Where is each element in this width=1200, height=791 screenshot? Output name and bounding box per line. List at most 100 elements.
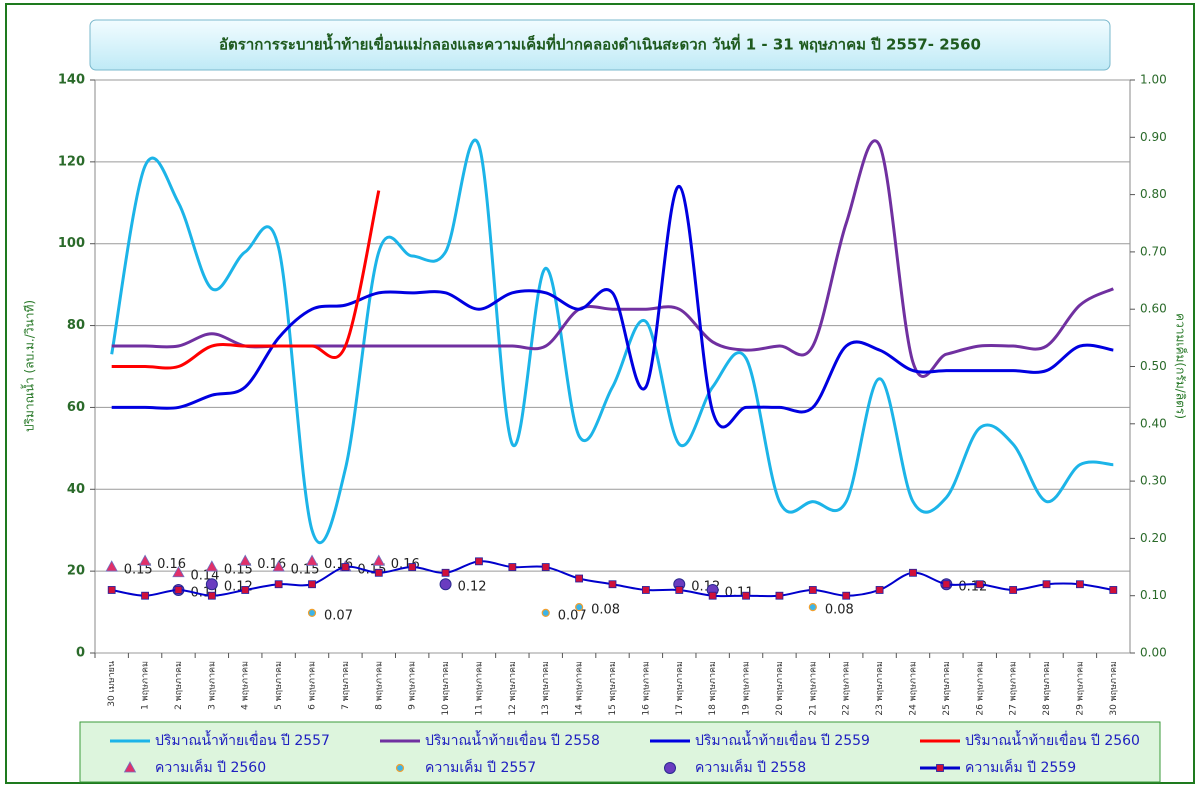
- square-marker: [541, 563, 550, 571]
- legend-label: ความเค็ม ปี 2560: [155, 758, 266, 776]
- legend-label: ปริมาณน้ำท้ายเขื่อน ปี 2557: [155, 730, 330, 749]
- square-marker: [675, 586, 684, 594]
- chart-title: อัตราการระบายน้ำท้ายเขื่อนแม่กลองและความ…: [219, 33, 981, 54]
- triangle-marker: [105, 560, 118, 572]
- triangle-marker: [239, 554, 252, 566]
- circle-marker: [664, 762, 676, 774]
- square-marker: [575, 574, 584, 583]
- data-label: 0.16: [157, 557, 186, 572]
- y-tick-label: 140: [58, 73, 85, 88]
- dot-marker: [808, 603, 817, 612]
- x-tick-label: 24 พฤษภาคม: [908, 661, 918, 716]
- square-marker: [975, 580, 984, 589]
- y2-tick-label: 0.00: [1140, 646, 1167, 660]
- series-line: [110, 138, 1114, 545]
- plot-area: [94, 79, 1131, 654]
- x-tick-label: 25 พฤษภาคม: [942, 661, 952, 716]
- y2-tick-label: 0.40: [1140, 416, 1167, 430]
- legend-item: ความเค็ม ปี 2558: [664, 758, 806, 776]
- x-tick-label: 22 พฤษภาคม: [842, 661, 852, 716]
- data-label: 0.08: [591, 603, 620, 618]
- square-marker: [475, 557, 483, 566]
- x-tick-label: 27 พฤษภาคม: [1009, 661, 1019, 716]
- x-tick-label: 6 พฤษภาคม: [308, 661, 318, 710]
- triangle-marker: [372, 554, 385, 566]
- legend-label: ปริมาณน้ำท้ายเขื่อน ปี 2560: [965, 730, 1140, 749]
- x-tick-label: 10 พฤษภาคม: [441, 661, 451, 716]
- square-marker: [875, 586, 884, 594]
- y-tick-label: 120: [58, 154, 85, 169]
- x-tick-label: 29 พฤษภาคม: [1075, 661, 1085, 716]
- square-marker: [608, 580, 617, 589]
- data-label: 0.12: [458, 580, 487, 595]
- x-tick-label: 1 พฤษภาคม: [141, 661, 151, 710]
- y-tick-label: 80: [67, 318, 85, 333]
- square-marker: [1109, 586, 1118, 594]
- y2-tick-label: 0.20: [1140, 531, 1167, 545]
- x-tick-label: 5 พฤษภาคม: [274, 661, 284, 710]
- square-marker: [909, 568, 917, 577]
- data-label: 0.07: [324, 608, 353, 623]
- square-marker: [508, 563, 517, 571]
- square-marker: [207, 591, 216, 600]
- square-marker: [441, 568, 450, 577]
- y2-tick-label: 1.00: [1140, 73, 1167, 87]
- x-tick-label: 17 พฤษภาคม: [675, 661, 685, 716]
- x-tick-label: 23 พฤษภาคม: [875, 661, 885, 716]
- y-tick-label: 20: [67, 564, 85, 579]
- legend-label: ความเค็ม ปี 2558: [695, 758, 806, 776]
- y2-tick-label: 0.80: [1140, 187, 1167, 201]
- legend-label: ความเค็ม ปี 2557: [425, 758, 536, 776]
- y2-tick-label: 0.30: [1140, 474, 1167, 488]
- y2-tick-label: 0.60: [1140, 302, 1167, 316]
- x-tick-label: 30 พฤษภาคม: [1109, 661, 1119, 716]
- x-tick-label: 15 พฤษภาคม: [608, 661, 618, 716]
- triangle-marker: [305, 554, 319, 566]
- square-marker: [274, 580, 283, 589]
- y2-axis-label: ความเค็ม(กรัม/ลิตร): [1174, 313, 1189, 419]
- triangle-marker: [272, 560, 285, 572]
- square-marker: [708, 591, 717, 600]
- triangle-marker: [172, 565, 185, 578]
- square-marker: [936, 764, 944, 772]
- x-tick-label: 20 พฤษภาคม: [775, 661, 785, 716]
- square-marker: [107, 586, 116, 594]
- y2-tick-label: 0.70: [1140, 244, 1167, 258]
- legend-item: ความเค็ม ปี 2560: [123, 758, 266, 776]
- data-label: 0.15: [124, 563, 153, 578]
- title-box: [89, 19, 1111, 71]
- square-marker: [842, 591, 851, 600]
- y-tick-label: 0: [76, 646, 85, 661]
- legend-item: ปริมาณน้ำท้ายเขื่อน ปี 2560: [920, 730, 1140, 749]
- triangle-marker: [138, 554, 152, 566]
- y2-tick-label: 0.50: [1140, 359, 1167, 373]
- legend-label: ปริมาณน้ำท้ายเขื่อน ปี 2559: [695, 730, 870, 749]
- square-marker: [942, 580, 951, 589]
- dot-marker: [307, 608, 317, 617]
- legend-label: ความเค็ม ปี 2559: [965, 758, 1076, 776]
- data-label: 0.15: [224, 563, 253, 578]
- x-tick-label: 21 พฤษภาคม: [808, 661, 818, 716]
- series-line: [111, 184, 1114, 429]
- x-tick-label: 3 พฤษภาคม: [207, 661, 217, 710]
- square-marker: [775, 591, 784, 600]
- y-tick-label: 40: [67, 482, 85, 497]
- x-tick-label: 4 พฤษภาคม: [241, 661, 251, 710]
- series-line: [111, 190, 381, 370]
- square-marker: [174, 586, 183, 594]
- y2-tick-label: 0.10: [1140, 588, 1167, 602]
- square-marker: [408, 563, 417, 571]
- x-tick-label: 26 พฤษภาคม: [975, 661, 985, 716]
- triangle-marker: [205, 560, 219, 572]
- circle-marker: [205, 578, 218, 591]
- dot-marker: [541, 608, 550, 617]
- square-marker: [308, 580, 316, 589]
- y2-tick-label: 0.90: [1140, 130, 1167, 144]
- square-marker: [641, 586, 650, 594]
- dot-marker: [395, 763, 405, 773]
- legend-item: ปริมาณน้ำท้ายเขื่อน ปี 2558: [380, 730, 600, 749]
- legend-item: ความเค็ม ปี 2557: [395, 758, 536, 776]
- data-label: 0.15: [291, 563, 320, 578]
